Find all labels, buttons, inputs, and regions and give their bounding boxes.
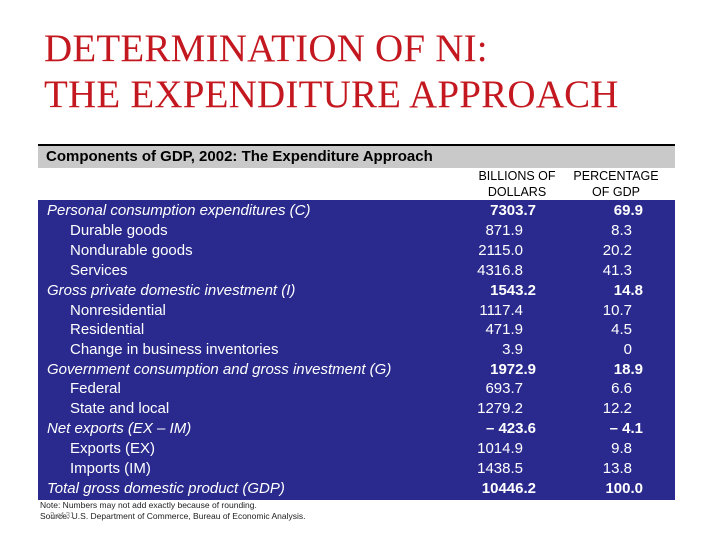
table-row: Durable goods 871.9 8.3 — [38, 221, 675, 241]
row-billions: 2115.0 — [478, 242, 523, 259]
row-label: Nondurable goods — [70, 242, 193, 259]
row-billions: 693.7 — [485, 380, 523, 397]
row-label: Personal consumption expenditures (C) — [47, 202, 311, 219]
row-billions: 1543.2 — [490, 282, 536, 299]
row-label: State and local — [70, 400, 170, 417]
table-row: Residential 471.9 4.5 — [38, 320, 675, 340]
row-label: Exports (EX) — [70, 440, 156, 457]
row-label: Change in business inventories — [70, 341, 279, 358]
table-row: Change in business inventories 3.9 0 — [38, 340, 675, 360]
row-billions: 1438.5 — [477, 460, 523, 477]
row-percentage: 20.2 — [602, 242, 632, 259]
row-label: Gross private domestic investment (I) — [47, 282, 296, 299]
row-percentage: 41.3 — [602, 262, 632, 279]
row-percentage: 10.7 — [602, 302, 632, 319]
table-row: Exports (EX) 1014.9 9.8 — [38, 439, 675, 459]
table-row: State and local 1279.2 12.2 — [38, 399, 675, 419]
title-line-1: DETERMINATION OF NI: — [44, 27, 488, 70]
row-label: Net exports (EX – IM) — [47, 420, 192, 437]
row-label: Services — [70, 262, 128, 279]
row-percentage: 6.6 — [611, 380, 632, 397]
row-billions: 7303.7 — [490, 202, 536, 219]
row-percentage: 9.8 — [611, 440, 632, 457]
table-caption-band: Components of GDP, 2002: The Expenditure… — [38, 144, 675, 168]
row-billions: 471.9 — [485, 321, 523, 338]
row-billions: 3.9 — [502, 341, 523, 358]
footnote-source: Source: U.S. Department of Commerce, Bur… — [40, 511, 306, 521]
table-row: Total gross domestic product (GDP) 10446… — [38, 479, 675, 499]
slide-title: DETERMINATION OF NI: THE EXPENDITURE APP… — [44, 26, 619, 118]
column-header-billions: BILLIONS OF DOLLARS — [462, 168, 572, 200]
row-label: Durable goods — [70, 222, 168, 239]
row-percentage: 69.9 — [613, 202, 643, 219]
slide-number: 2 of 31 — [50, 511, 75, 520]
column-header-percentage-line1: PERCENTAGE — [573, 169, 659, 183]
table-row: Nondurable goods 2115.0 20.2 — [38, 241, 675, 261]
row-billions: – 423.6 — [485, 420, 536, 437]
table-row: Personal consumption expenditures (C) 73… — [38, 201, 675, 221]
row-billions: 10446.2 — [481, 480, 536, 497]
row-percentage: 4.5 — [611, 321, 632, 338]
row-label: Nonresidential — [70, 302, 166, 319]
row-percentage: 13.8 — [602, 460, 632, 477]
row-label: Total gross domestic product (GDP) — [47, 480, 285, 497]
row-billions: 1279.2 — [477, 400, 523, 417]
row-percentage: 14.8 — [613, 282, 643, 299]
footnote-note: Note: Numbers may not add exactly becaus… — [40, 500, 257, 510]
row-billions: 1972.9 — [490, 361, 536, 378]
row-label: Imports (IM) — [70, 460, 151, 477]
row-percentage: 8.3 — [611, 222, 632, 239]
table-row: Services 4316.8 41.3 — [38, 261, 675, 281]
column-header-billions-line1: BILLIONS OF — [478, 169, 556, 183]
row-label: Government consumption and gross investm… — [47, 361, 392, 378]
row-billions: 4316.8 — [477, 262, 523, 279]
row-percentage: 100.0 — [605, 480, 643, 497]
table-row: Nonresidential 1117.4 10.7 — [38, 301, 675, 321]
row-billions: 1014.9 — [477, 440, 523, 457]
table-row: Net exports (EX – IM) – 423.6 – 4.1 — [38, 419, 675, 439]
row-billions: 871.9 — [485, 222, 523, 239]
row-percentage: 18.9 — [613, 361, 643, 378]
table-row: Government consumption and gross investm… — [38, 360, 675, 380]
gdp-table: Personal consumption expenditures (C) 73… — [38, 200, 675, 500]
row-label: Federal — [70, 380, 121, 397]
row-percentage: 0 — [623, 341, 632, 358]
table-row: Gross private domestic investment (I) 15… — [38, 281, 675, 301]
title-line-2: THE EXPENDITURE APPROACH — [44, 73, 619, 116]
row-label: Residential — [70, 321, 145, 338]
table-caption: Components of GDP, 2002: The Expenditure… — [46, 148, 433, 165]
row-billions: 1117.4 — [479, 302, 523, 319]
footnote: Note: Numbers may not add exactly becaus… — [40, 500, 306, 522]
column-header-percentage-line2: OF GDP — [592, 185, 640, 199]
column-header-billions-line2: DOLLARS — [487, 185, 547, 199]
row-percentage: – 4.1 — [609, 420, 643, 437]
column-header-percentage: PERCENTAGE OF GDP — [560, 168, 672, 200]
table-row: Imports (IM) 1438.5 13.8 — [38, 459, 675, 479]
row-percentage: 12.2 — [602, 400, 632, 417]
table-row: Federal 693.7 6.6 — [38, 379, 675, 399]
